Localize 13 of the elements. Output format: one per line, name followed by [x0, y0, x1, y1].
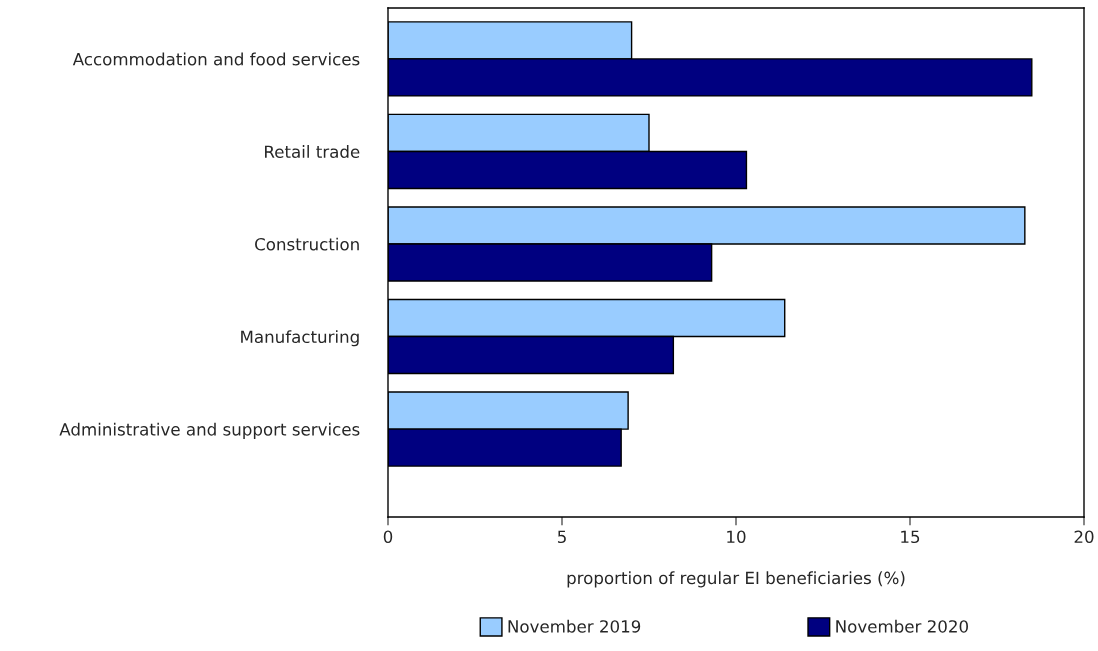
- x-tick-label: 0: [383, 530, 393, 544]
- y-tick-label: Retail trade: [265, 145, 360, 159]
- y-tick-label: Construction: [255, 237, 359, 251]
- legend-label: November 2019: [508, 619, 641, 633]
- x-tick-label: 20: [1074, 530, 1094, 544]
- y-tick-label: Manufacturing: [241, 330, 359, 347]
- legend-label: November 2020: [836, 619, 968, 633]
- x-tick-label: 10: [727, 530, 746, 544]
- x-axis-title: proportion of regular EI beneficiaries (%): [567, 571, 905, 588]
- x-tick-label: 15: [901, 530, 920, 544]
- x-tick-label: 5: [557, 530, 566, 544]
- y-tick-label: Accommodation and food services: [72, 52, 360, 66]
- y-tick-label: Administrative and support services: [59, 422, 360, 439]
